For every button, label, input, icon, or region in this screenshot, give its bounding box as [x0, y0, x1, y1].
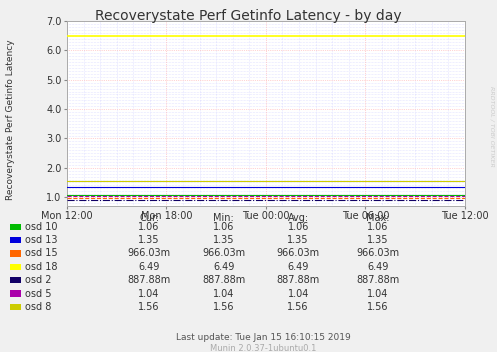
- Text: 1.35: 1.35: [367, 235, 389, 245]
- Text: 887.88m: 887.88m: [356, 275, 400, 285]
- Text: 1.06: 1.06: [287, 222, 309, 232]
- Text: Max:: Max:: [366, 213, 390, 223]
- Text: 1.06: 1.06: [367, 222, 389, 232]
- Text: osd 13: osd 13: [25, 235, 57, 245]
- Text: 6.49: 6.49: [367, 262, 389, 272]
- Text: osd 15: osd 15: [25, 249, 58, 258]
- Text: 1.04: 1.04: [213, 289, 235, 298]
- Text: 1.56: 1.56: [213, 302, 235, 312]
- Text: Cur:: Cur:: [139, 213, 159, 223]
- Text: osd 10: osd 10: [25, 222, 57, 232]
- Text: 1.35: 1.35: [213, 235, 235, 245]
- Text: 966.03m: 966.03m: [277, 249, 320, 258]
- Text: osd 8: osd 8: [25, 302, 51, 312]
- Text: Munin 2.0.37-1ubuntu0.1: Munin 2.0.37-1ubuntu0.1: [210, 344, 317, 352]
- Text: osd 5: osd 5: [25, 289, 51, 298]
- Text: 1.06: 1.06: [213, 222, 235, 232]
- Text: 1.06: 1.06: [138, 222, 160, 232]
- Text: Min:: Min:: [213, 213, 234, 223]
- Text: Recoverystate Perf Getinfo Latency - by day: Recoverystate Perf Getinfo Latency - by …: [95, 9, 402, 23]
- Text: 1.56: 1.56: [287, 302, 309, 312]
- Text: 966.03m: 966.03m: [128, 249, 170, 258]
- Text: 887.88m: 887.88m: [202, 275, 246, 285]
- Text: 1.56: 1.56: [138, 302, 160, 312]
- Text: RRDTOOL / TOBI OETIKER: RRDTOOL / TOBI OETIKER: [490, 86, 495, 167]
- Text: Avg:: Avg:: [288, 213, 309, 223]
- Text: 6.49: 6.49: [287, 262, 309, 272]
- Text: 1.04: 1.04: [287, 289, 309, 298]
- Text: 887.88m: 887.88m: [276, 275, 320, 285]
- Text: 1.04: 1.04: [367, 289, 389, 298]
- Text: 966.03m: 966.03m: [356, 249, 399, 258]
- Text: 1.35: 1.35: [138, 235, 160, 245]
- Text: 966.03m: 966.03m: [202, 249, 245, 258]
- Text: Recoverystate Perf Getinfo Latency: Recoverystate Perf Getinfo Latency: [6, 39, 15, 200]
- Text: 6.49: 6.49: [213, 262, 235, 272]
- Text: Last update: Tue Jan 15 16:10:15 2019: Last update: Tue Jan 15 16:10:15 2019: [176, 333, 351, 342]
- Text: 887.88m: 887.88m: [127, 275, 171, 285]
- Text: osd 2: osd 2: [25, 275, 51, 285]
- Text: osd 18: osd 18: [25, 262, 57, 272]
- Text: 1.35: 1.35: [287, 235, 309, 245]
- Text: 1.56: 1.56: [367, 302, 389, 312]
- Text: 6.49: 6.49: [138, 262, 160, 272]
- Text: 1.04: 1.04: [138, 289, 160, 298]
